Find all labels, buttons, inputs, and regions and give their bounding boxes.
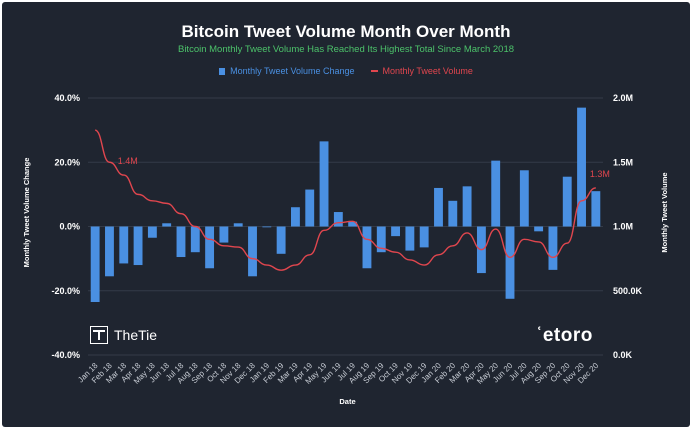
bar — [205, 226, 215, 269]
y-left-tick-label: -40.0% — [51, 350, 80, 360]
bar — [233, 223, 243, 227]
bar — [362, 226, 372, 269]
y-left-tick-label: 20.0% — [54, 157, 80, 167]
bar — [305, 189, 315, 227]
y-right-tick-label: 1.5M — [613, 157, 633, 167]
y-right-axis-title: Monthly Tweet Volume — [660, 172, 669, 252]
bar — [176, 226, 186, 258]
y-right-tick-label: 1.0M — [613, 222, 633, 232]
x-axis-title: Date — [339, 397, 355, 406]
y-left-ticks: 40.0% 20.0% 0.0% -20.0% -40.0% — [51, 93, 80, 360]
thetie-logo: TheTie — [90, 326, 157, 344]
legend-item-bars: Monthly Tweet Volume Change — [219, 66, 355, 76]
bar — [333, 212, 343, 227]
bar — [262, 226, 272, 228]
legend-line-label: Monthly Tweet Volume — [382, 66, 473, 76]
legend: Monthly Tweet Volume Change Monthly Twee… — [0, 66, 692, 76]
bar — [405, 226, 415, 251]
line-data-label: 1.3M — [590, 169, 610, 179]
line-data-label: 1.4M — [118, 156, 138, 166]
bar — [147, 226, 157, 238]
legend-item-line: Monthly Tweet Volume — [370, 66, 473, 76]
bar — [290, 207, 300, 227]
bar — [90, 226, 100, 302]
grid-lines — [88, 97, 603, 356]
line-series: 1.4M 1.3M — [94, 129, 610, 271]
bar — [248, 226, 257, 277]
bar — [462, 186, 472, 227]
bar — [162, 223, 172, 227]
bar — [391, 226, 401, 237]
thetie-label: TheTie — [114, 327, 158, 343]
bar — [119, 226, 129, 264]
volume-line — [94, 129, 596, 271]
bar — [577, 107, 586, 227]
chart-subtitle: Bitcoin Monthly Tweet Volume Has Reached… — [177, 44, 515, 55]
etoro-label: etoro — [542, 325, 593, 346]
y-right-tick-label: 0.0K — [613, 350, 633, 360]
bar — [376, 226, 386, 253]
bar — [434, 187, 443, 227]
legend-bar-label: Monthly Tweet Volume Change — [230, 66, 355, 76]
legend-line-swatch — [370, 70, 378, 72]
thetie-icon — [90, 326, 108, 344]
y-left-axis-title: Monthly Tweet Volume Change — [22, 158, 31, 268]
bar-series — [90, 107, 601, 302]
etoro-icon: ʿ — [536, 325, 543, 346]
bar — [505, 226, 515, 299]
y-left-tick-label: 40.0% — [54, 93, 80, 103]
etoro-logo: ʿetoro — [536, 325, 593, 347]
bar — [348, 221, 358, 227]
bar — [562, 176, 572, 227]
bar — [534, 226, 544, 232]
y-left-tick-label: 0.0% — [59, 222, 80, 232]
axis-labels: Date Monthly Tweet Volume Change Monthly T… — [22, 158, 669, 406]
legend-bar-swatch — [219, 67, 226, 75]
y-right-ticks: 2.0M 1.5M 1.0M 500.0K 0.0K — [613, 93, 643, 360]
y-left-tick-label: -20.0% — [51, 286, 80, 296]
bar — [133, 226, 143, 266]
bar — [519, 170, 529, 227]
y-right-tick-label: 2.0M — [613, 93, 633, 103]
bar — [448, 200, 458, 227]
bar — [491, 160, 501, 227]
bar — [319, 141, 329, 227]
bar — [219, 226, 229, 243]
bar — [105, 226, 114, 277]
chart-title: Bitcoin Tweet Volume Month Over Month — [181, 22, 511, 41]
bar — [548, 226, 558, 270]
bar — [419, 226, 429, 248]
bar — [276, 226, 286, 254]
y-right-tick-label: 500.0K — [613, 286, 643, 296]
bar — [190, 226, 200, 253]
bar — [591, 191, 601, 227]
